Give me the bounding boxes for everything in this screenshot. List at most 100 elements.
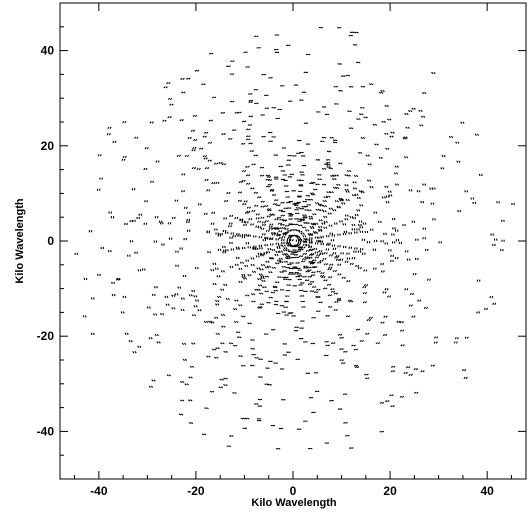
uv-point [363, 116, 368, 119]
uv-point [408, 373, 413, 376]
uv-point [325, 344, 330, 347]
uv-point [369, 185, 374, 189]
uv-point [402, 223, 406, 227]
uv-point [307, 245, 313, 249]
uv-point [411, 220, 416, 223]
uv-point [230, 60, 235, 63]
uv-point [234, 263, 239, 267]
uv-point [337, 63, 342, 65]
uv-point [247, 322, 252, 325]
uv-point [383, 315, 388, 318]
uv-point [276, 233, 281, 237]
uv-point [337, 245, 341, 248]
uv-point [404, 112, 409, 116]
uv-point [405, 366, 411, 369]
uv-point [176, 154, 181, 157]
uv-point [137, 345, 142, 349]
uv-point [239, 261, 244, 264]
uv-point [319, 240, 324, 243]
uv-point [312, 213, 317, 216]
uv-point [374, 143, 379, 146]
uv-point [394, 183, 399, 186]
uv-point [298, 230, 303, 233]
uv-point [232, 235, 236, 238]
x-axis-label: Kilo Wavelength [251, 497, 336, 509]
uv-point [270, 213, 276, 216]
uv-point [307, 275, 313, 278]
uv-point [334, 103, 339, 105]
uv-point [492, 243, 496, 246]
uv-point [276, 246, 281, 250]
uv-point [171, 294, 176, 297]
uv-point [244, 417, 250, 420]
uv-point [266, 250, 271, 254]
uv-point [247, 234, 251, 237]
uv-point [198, 147, 204, 150]
uv-point [463, 376, 468, 380]
uv-point [315, 208, 321, 211]
uv-point [224, 231, 229, 234]
uv-point [476, 311, 481, 314]
uv-point [420, 370, 425, 373]
uv-point [380, 270, 385, 273]
uv-point [310, 274, 316, 277]
uv-point [334, 200, 339, 203]
uv-point [245, 128, 251, 131]
uv-point [216, 295, 222, 299]
uv-point [257, 306, 262, 309]
uv-point [322, 287, 328, 290]
uv-point [179, 380, 185, 384]
uv-point [238, 304, 243, 307]
uv-point [334, 174, 339, 177]
uv-point [382, 291, 387, 294]
uv-point [305, 194, 311, 197]
uv-point [384, 242, 388, 245]
uv-point [306, 257, 311, 260]
uv-point [242, 203, 247, 206]
uv-point [158, 220, 163, 223]
uv-point [129, 240, 134, 243]
uv-point [235, 256, 240, 260]
uv-point [286, 257, 291, 260]
uv-point [285, 255, 291, 258]
uv-point [363, 283, 369, 287]
uv-point [351, 257, 356, 260]
uv-point [246, 210, 251, 213]
uv-point [379, 401, 385, 404]
uv-point [83, 277, 88, 281]
uv-point [338, 220, 343, 223]
uv-point [236, 336, 242, 339]
uv-point [388, 249, 392, 252]
uv-point [215, 232, 219, 235]
uv-point [127, 254, 131, 257]
uv-point [275, 262, 280, 265]
uv-point [132, 219, 136, 223]
uv-point [177, 286, 182, 289]
uv-point [269, 243, 274, 246]
uv-point [162, 119, 167, 122]
uv-point [251, 209, 256, 213]
uv-point [316, 254, 321, 257]
uv-point [214, 267, 219, 270]
uv-point [299, 207, 305, 210]
uv-point [356, 209, 361, 212]
uv-point [314, 231, 318, 235]
uv-point [345, 434, 350, 437]
uv-point [236, 233, 240, 236]
uv-point [214, 299, 220, 303]
axis-ticks [60, 2, 526, 480]
uv-point [362, 291, 368, 295]
uv-point [186, 218, 191, 221]
uv-point [511, 202, 515, 206]
uv-point [369, 228, 374, 231]
uv-point [373, 211, 378, 214]
uv-point [339, 359, 344, 361]
uv-point [180, 77, 185, 80]
uv-point [269, 189, 275, 192]
uv-point [383, 232, 387, 235]
uv-point [192, 114, 198, 117]
uv-point [245, 66, 250, 68]
uv-point [408, 304, 413, 307]
uv-point [164, 295, 169, 299]
uv-point [324, 354, 329, 357]
